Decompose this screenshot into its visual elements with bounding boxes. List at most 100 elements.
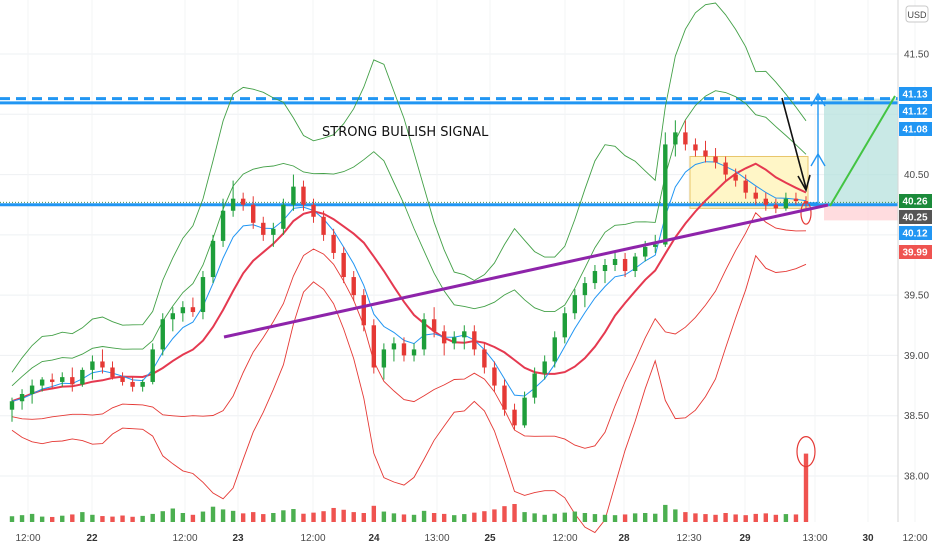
upper-band-outer [11,2,807,373]
volume-bar [130,516,135,522]
volume-bar [150,513,155,522]
currency-badge[interactable]: USD [905,5,929,23]
volume-bar [240,513,246,522]
volume-bar [753,513,758,522]
volume-bar [90,514,95,522]
volume-bar [552,513,557,522]
candle-body [642,246,648,257]
volume-bar [431,513,437,522]
candle-body [703,150,708,157]
price-label-bg [899,194,932,208]
candle-body [200,277,206,313]
candle-body [391,343,397,350]
volume-bar [602,514,608,522]
candle-body [773,204,779,209]
volume-bar [542,514,547,522]
candle-body [783,198,789,209]
volume-bar [743,515,748,522]
volume-bar [462,514,467,522]
x-tick-label: 12:00 [172,533,197,544]
candle-body [753,192,758,199]
candle-body [683,132,688,145]
profit-zone [824,98,898,204]
x-tick-label: 23 [232,533,244,544]
candle-body [763,198,768,205]
volume-bar [482,511,487,522]
volume-bar [803,453,809,522]
volume-bar [110,516,115,522]
price-label-bg [899,104,932,118]
x-axis: 12:00 22 12:00 23 12:00 24 13:00 25 12:00 28 12:30… [15,533,927,544]
trendlines [223,95,896,339]
candle-body [140,381,145,387]
volume-bar [311,512,316,522]
candle-body [100,361,105,368]
volume-bar [512,504,517,522]
candle-body [251,204,256,223]
candle-body [492,367,497,386]
price-label: 40.25 [902,213,927,224]
candle-body [663,144,668,245]
y-tick-label: 40.50 [904,170,929,181]
volume-bar [230,510,236,522]
price-label: 41.12 [902,107,927,118]
volume-bar [391,513,397,522]
x-tick-label: 13:00 [802,533,827,544]
volume-bar [361,513,366,522]
volume-bar [160,511,165,522]
candle-body [341,252,346,278]
candle-body [9,401,15,410]
candle-body [381,349,387,368]
volume-bar [592,514,598,522]
candle-body [29,385,35,395]
volume-bar [733,514,738,522]
black-arrow-shaft [781,97,807,189]
candle-body [180,307,186,314]
y-tick-label: 41.50 [904,50,929,61]
candle-body [130,381,135,387]
candle-body [552,337,557,362]
candle-body [612,258,618,265]
x-tick-label: 29 [739,533,751,544]
volume-bar [642,513,648,522]
volume-bar [220,509,226,522]
volume-bar [80,512,85,522]
y-tick-label: 39.00 [904,351,929,362]
x-tick-label: 12:30 [676,533,701,544]
volume-bar [251,512,256,522]
candle-body [592,271,598,284]
candle-body [321,216,326,235]
volume-bar [522,512,527,522]
candle-body [331,234,336,253]
candle-body [452,337,457,344]
volume-bar [301,513,306,522]
candle-body [351,277,356,296]
volume-bar [321,511,326,522]
candle-body [431,319,437,332]
x-tick-label: 12:00 [552,533,577,544]
volume-bar [783,514,789,522]
candle-body [653,244,658,247]
volume-bar [401,514,407,522]
candle-body [512,409,517,426]
volume-bar [763,513,768,522]
risk-reward-zones [689,98,898,221]
volume-bar [502,506,507,522]
volume-bar [562,512,567,522]
volume-bar [632,513,638,522]
volume-bar [622,514,628,522]
volume-bar [693,513,698,522]
volume-bar [713,514,718,522]
grid [0,0,916,522]
candle-body [793,198,799,202]
volume-bar [190,514,196,522]
volume-bar [723,513,728,522]
candle-body [371,325,377,368]
price-label-bg [899,226,932,240]
candle-body [673,132,678,145]
blue-arrow-2-head [810,92,826,107]
volume-bar [170,508,176,522]
volume-bar [472,512,477,522]
